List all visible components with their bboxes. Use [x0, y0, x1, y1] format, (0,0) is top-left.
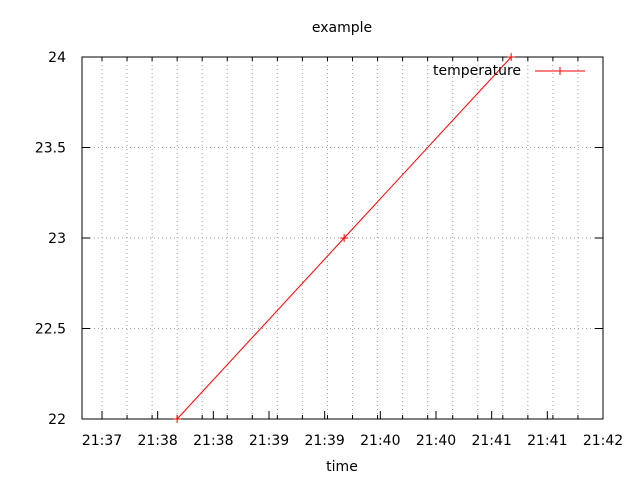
x-tick-label: 21:41	[527, 433, 567, 449]
x-tick-label: 21:39	[249, 433, 289, 449]
x-tick-label: 21:42	[583, 433, 623, 449]
y-tick-label: 22	[48, 412, 66, 428]
chart-title: example	[312, 20, 372, 36]
data-point	[507, 53, 516, 61]
series-temperature	[173, 53, 516, 423]
y-tick-label: 22.5	[35, 322, 66, 338]
x-tick-label: 21:39	[304, 433, 344, 449]
x-tick-label: 21:40	[360, 433, 400, 449]
x-tick-label: 21:41	[471, 433, 511, 449]
legend-label-temperature: temperature	[433, 63, 521, 79]
data-point	[340, 234, 349, 242]
x-tick-label: 21:38	[137, 433, 177, 449]
x-tick-label: 21:38	[193, 433, 233, 449]
grid	[82, 57, 603, 419]
x-tick-label: 21:37	[82, 433, 122, 449]
y-axis: 22 22.5 23 23.5 24	[35, 50, 603, 428]
x-axis-label: time	[326, 459, 358, 475]
x-axis: 21:37 21:38 21:38 21:39 21:39 21:40 21:40 21:41…	[82, 57, 623, 449]
y-tick-label: 23.5	[35, 141, 66, 157]
y-tick-label: 24	[48, 50, 66, 66]
legend-marker-temperature	[556, 67, 564, 75]
y-tick-label: 23	[48, 231, 66, 247]
data-point	[173, 415, 182, 423]
legend: temperature	[433, 63, 585, 79]
x-tick-label: 21:40	[416, 433, 456, 449]
